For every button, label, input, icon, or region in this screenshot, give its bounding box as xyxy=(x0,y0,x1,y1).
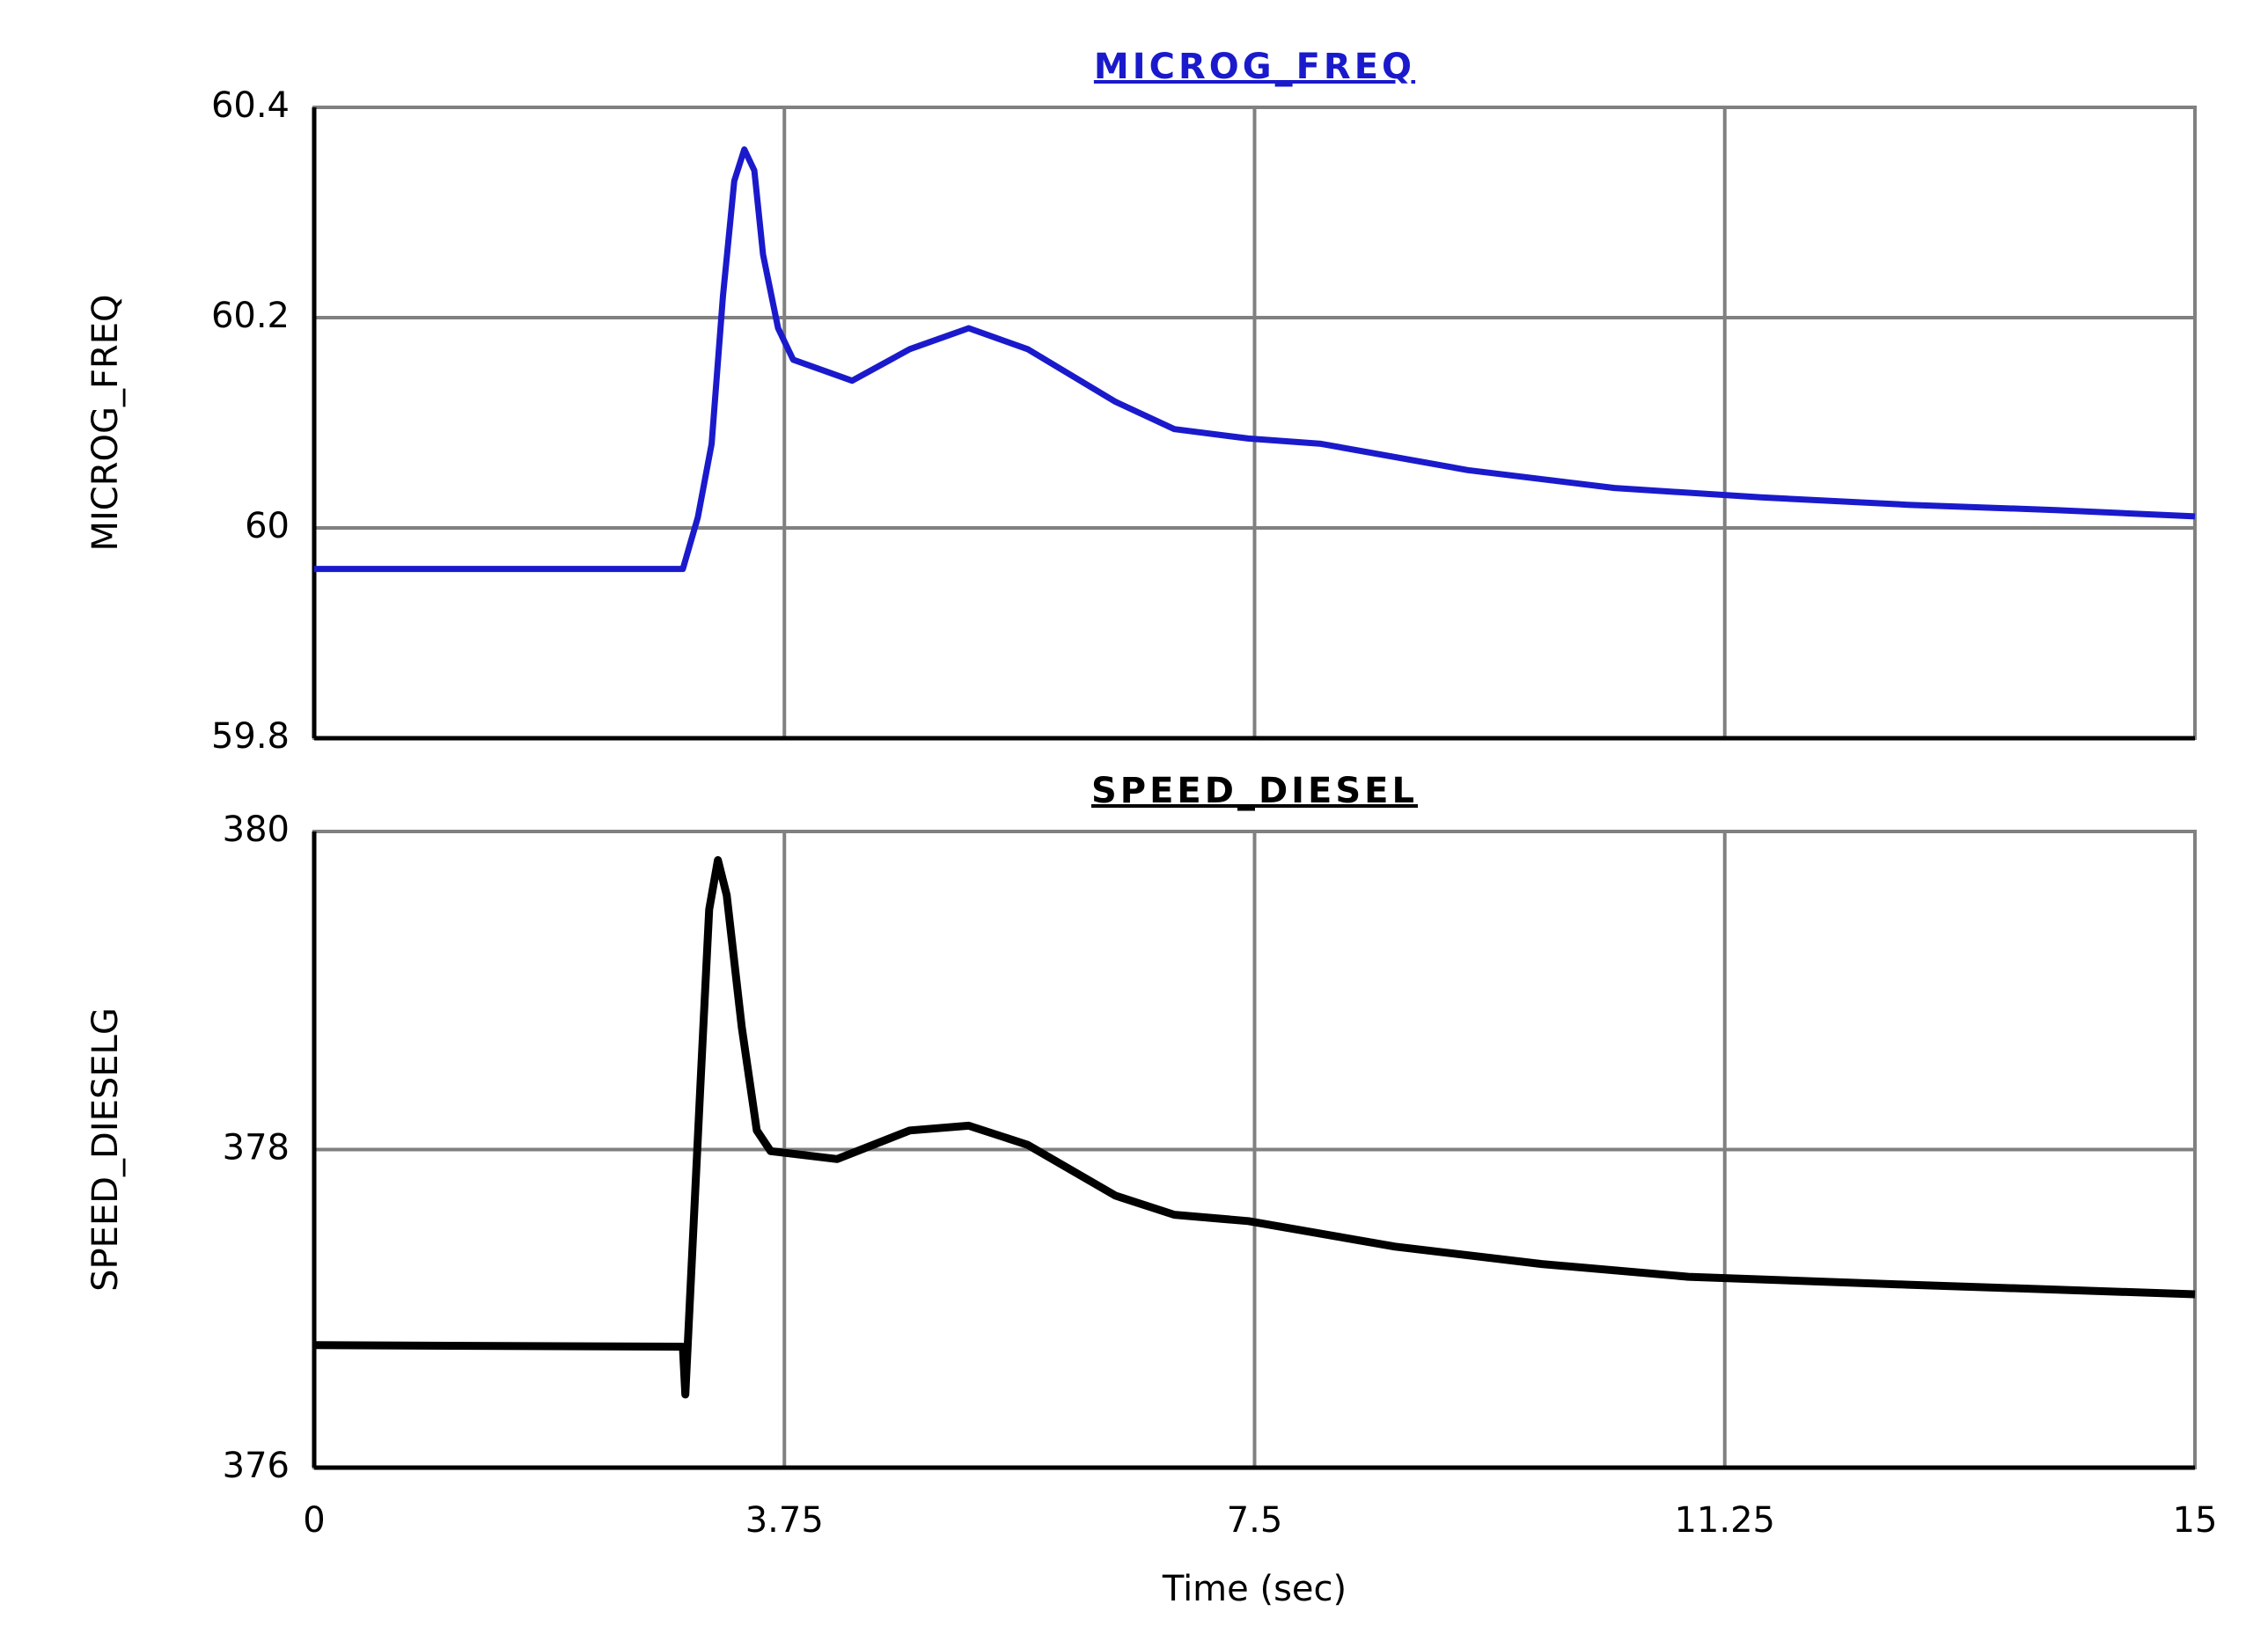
y-tick-label: 376 xyxy=(223,1446,290,1486)
data-line xyxy=(313,856,2196,1399)
x-tick-label: 0 xyxy=(303,1500,325,1541)
x-tick-label: 11.25 xyxy=(1674,1500,1775,1541)
y-tick-label: 60.2 xyxy=(211,296,290,336)
y-axis-label: MICROG_FREQ xyxy=(85,294,126,551)
y-tick-label: 60 xyxy=(245,506,290,546)
x-tick-label: 3.75 xyxy=(745,1500,824,1541)
chart-title: MICROG_FREQ xyxy=(1094,47,1415,87)
x-tick-label: 15 xyxy=(2173,1500,2218,1541)
y-tick-label: 60.4 xyxy=(211,85,290,126)
y-tick-label: 380 xyxy=(223,809,290,850)
y-tick-label: 59.8 xyxy=(211,716,290,757)
chart-title: SPEED_DIESEL xyxy=(1091,771,1418,811)
y-axis-label: SPEED_DIESELG xyxy=(85,1007,126,1292)
x-tick-label: 7.5 xyxy=(1227,1500,1283,1541)
y-tick-label: 378 xyxy=(223,1128,290,1168)
x-axis-label: Time (sec) xyxy=(1162,1569,1347,1609)
data-line xyxy=(314,146,2196,573)
